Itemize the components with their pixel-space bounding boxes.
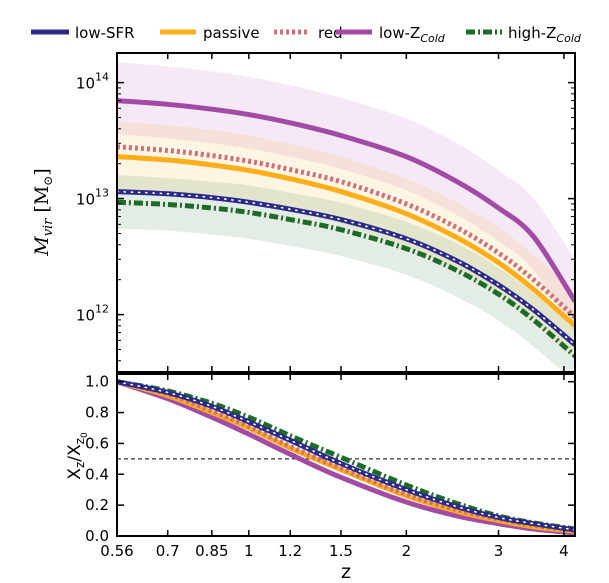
bottom-y-tick-label: 0.8 (85, 404, 109, 422)
legend-label-low-sfr: low-SFR (75, 24, 135, 42)
top-line-passive (117, 154, 575, 328)
top-y-tick-label: 1013 (76, 187, 109, 209)
top-line-low-sfr (117, 189, 575, 347)
top-lines (117, 98, 575, 358)
top-panel: 1012 1013 1014 Mvir[M⊙] (31, 52, 576, 373)
legend-label-high-z: high-ZCold (508, 24, 582, 45)
band-high-z (117, 174, 575, 372)
bottom-y-tick-label: 1.0 (85, 373, 109, 391)
top-line-high-z (117, 199, 575, 358)
top-bands (117, 62, 575, 372)
bottom-y-tick-label: 0.4 (85, 465, 109, 483)
bottom-lines (117, 379, 575, 536)
bottom-y-tick-label: 0.2 (85, 496, 109, 514)
x-tick-label: 3 (494, 542, 504, 560)
x-tick-label: 0.56 (100, 542, 133, 560)
legend-label-red: red (318, 24, 343, 42)
bottom-y-tick-label: 0.6 (85, 434, 109, 452)
bottom-y-ticks: 0.0 0.2 0.4 0.6 0.8 1.0 (85, 373, 575, 545)
x-tick-label: 0.7 (156, 542, 180, 560)
x-tick-label: 0.85 (195, 542, 228, 560)
bottom-line-low-z (117, 379, 575, 536)
bottom-x-ticks: 0.56 0.7 0.85 1 1.2 1.5 2 3 4 (100, 374, 569, 560)
bottom-panel-frame (116, 373, 576, 537)
legend-label-passive: passive (203, 24, 260, 42)
top-x-ticks (116, 53, 565, 372)
top-y-axis-label: Mvir[M⊙] (31, 168, 56, 257)
top-panel-frame (116, 52, 576, 373)
band-passive (117, 121, 575, 359)
top-y-tick-label: 1012 (76, 303, 109, 325)
x-tick-label: 1.2 (278, 542, 302, 560)
legend-label-low-z: low-ZCold (379, 24, 446, 45)
bottom-y-axis-label: Xz/Xz0 (65, 432, 90, 480)
bottom-panel: 0.0 0.2 0.4 0.6 0.8 1.0 0.56 0.7 0.85 1 1.2 1.5 2 3 4… (65, 373, 576, 583)
legend-item-passive: passive (160, 24, 260, 42)
legend: low-SFR passive red low-ZCold high-ZCold (31, 24, 582, 45)
bottom-line-passive (117, 379, 575, 534)
x-tick-label: 1.5 (329, 542, 353, 560)
band-low-z (117, 62, 575, 333)
legend-item-high-z: high-ZCold (466, 24, 582, 45)
x-tick-label: 1 (244, 542, 254, 560)
top-y-ticks: 1012 1013 1014 (76, 71, 575, 362)
bottom-line-low-sfr-markers (117, 380, 575, 531)
legend-item-low-z: low-ZCold (336, 24, 446, 45)
legend-item-red: red (274, 24, 343, 42)
top-y-tick-label: 1014 (76, 71, 109, 93)
x-axis-label: z (341, 561, 351, 583)
top-line-low-z (117, 98, 575, 303)
x-tick-label: 2 (402, 542, 412, 560)
legend-item-low-sfr: low-SFR (31, 24, 135, 42)
bottom-y-tick-label: 0.0 (85, 527, 109, 545)
x-tick-label: 4 (559, 542, 569, 560)
